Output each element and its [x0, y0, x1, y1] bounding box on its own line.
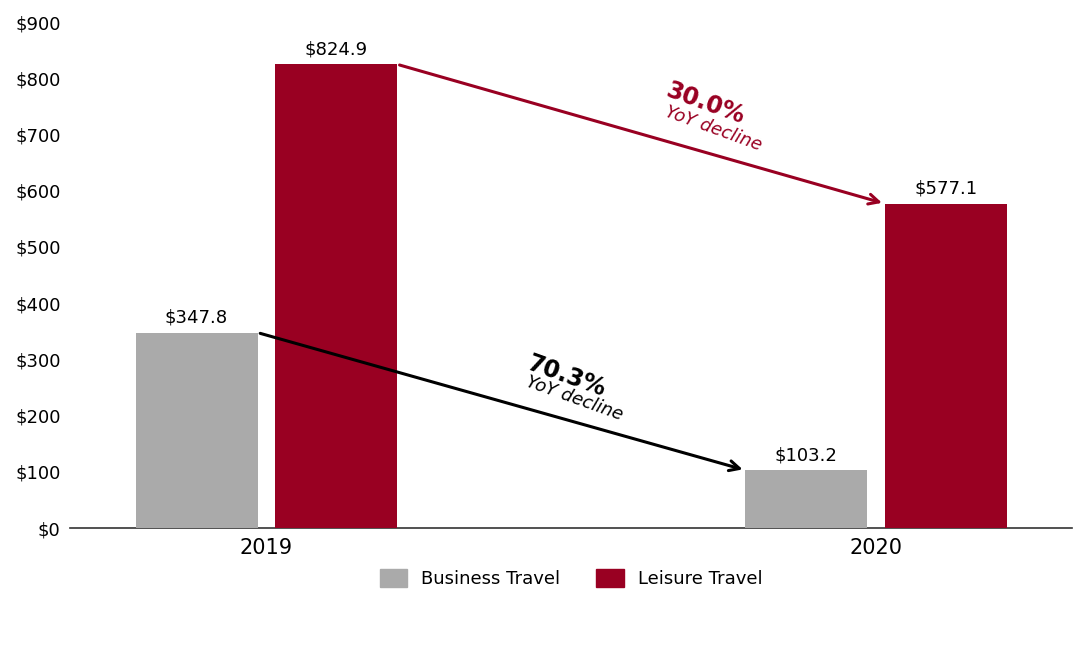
Text: YoY decline: YoY decline [523, 373, 625, 424]
Bar [275, 64, 397, 529]
Text: $577.1: $577.1 [914, 180, 977, 198]
Text: $103.2: $103.2 [775, 447, 838, 465]
Text: 70.3%: 70.3% [523, 351, 609, 401]
Text: $824.9: $824.9 [304, 41, 367, 58]
Bar [885, 204, 1007, 529]
Legend: Business Travel, Leisure Travel: Business Travel, Leisure Travel [373, 561, 770, 595]
Text: $347.8: $347.8 [165, 309, 228, 327]
Text: 30.0%: 30.0% [663, 78, 748, 128]
Text: YoY decline: YoY decline [663, 102, 764, 154]
Bar [136, 333, 258, 529]
Bar [746, 470, 867, 529]
